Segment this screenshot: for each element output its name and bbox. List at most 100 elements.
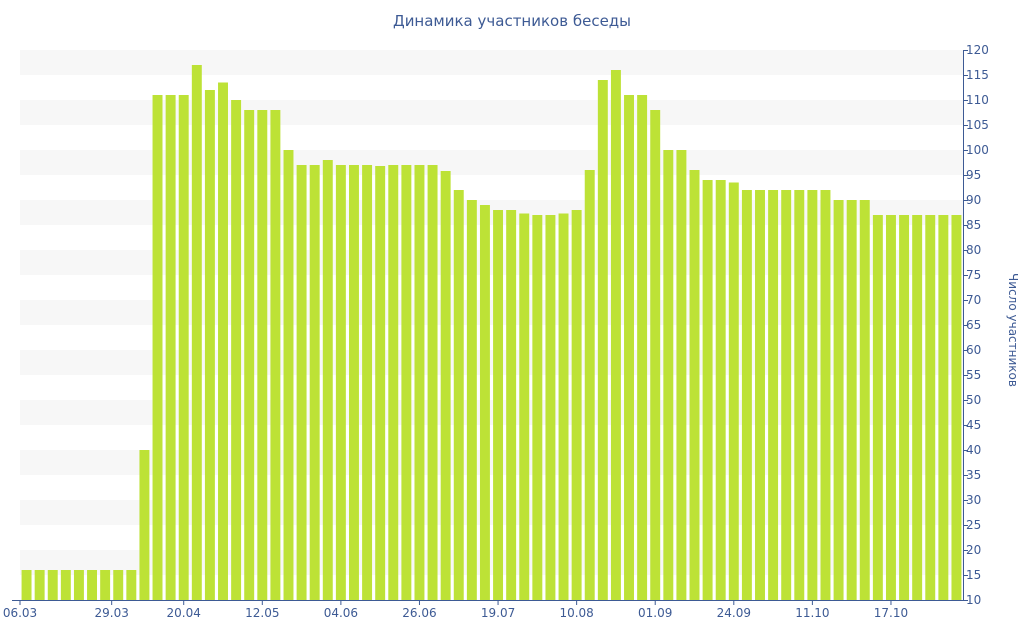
y-tick-label: 70	[966, 293, 981, 307]
bar	[938, 215, 949, 600]
bar	[951, 215, 962, 600]
bar	[728, 182, 739, 600]
bar	[912, 215, 923, 600]
grid-band	[20, 550, 963, 575]
bar	[100, 570, 111, 600]
bar	[755, 190, 765, 600]
bar	[113, 570, 124, 600]
grid-band	[20, 450, 963, 475]
y-tick-label: 10	[966, 593, 981, 607]
bar	[846, 200, 857, 600]
bar	[493, 210, 504, 600]
bar	[519, 213, 530, 600]
bar	[152, 95, 163, 600]
bar	[872, 215, 883, 600]
y-tick-label: 35	[966, 468, 981, 482]
bar	[414, 165, 425, 600]
bar	[506, 210, 517, 600]
bar	[689, 170, 700, 600]
grid-band	[20, 250, 963, 275]
y-tick-label: 55	[966, 368, 981, 382]
bar	[204, 90, 215, 600]
y-tick-label: 120	[966, 43, 989, 57]
y-axis-label: Число участников	[1006, 273, 1020, 387]
bar	[885, 215, 896, 600]
bar	[34, 570, 45, 600]
y-tick-label: 15	[966, 568, 981, 582]
bar	[899, 215, 910, 600]
bar	[218, 82, 228, 600]
y-tick-label: 25	[966, 518, 981, 532]
bar	[87, 570, 98, 600]
bar	[663, 150, 674, 600]
bar	[349, 165, 359, 600]
bar	[624, 95, 634, 600]
bar	[558, 213, 569, 600]
bar	[453, 190, 464, 600]
x-tick-label: 20.04	[167, 606, 201, 620]
bar	[335, 165, 346, 600]
y-tick-label: 65	[966, 318, 981, 332]
grid-band	[20, 200, 963, 225]
bar	[466, 200, 477, 600]
bar	[401, 165, 412, 600]
bar	[741, 190, 752, 600]
y-tick-label: 60	[966, 343, 981, 357]
x-tick-label: 11.10	[795, 606, 829, 620]
grid-band	[20, 350, 963, 375]
y-tick-label: 20	[966, 543, 981, 557]
bar	[257, 110, 268, 600]
x-tick-label: 01.09	[638, 606, 672, 620]
bar	[309, 165, 320, 600]
bar	[296, 165, 307, 600]
y-tick-label: 100	[966, 143, 989, 157]
x-tick-label: 17.10	[874, 606, 908, 620]
bar	[440, 171, 451, 600]
grid-band	[20, 50, 963, 75]
bar	[781, 190, 792, 600]
bar	[794, 190, 805, 600]
bar	[925, 215, 936, 600]
grid-band	[20, 300, 963, 325]
y-tick-label: 40	[966, 443, 981, 457]
bar	[650, 110, 661, 600]
bar	[73, 570, 84, 600]
x-tick-label: 29.03	[95, 606, 129, 620]
grid-band	[20, 150, 963, 175]
x-tick-label: 26.06	[402, 606, 436, 620]
bar	[820, 190, 831, 600]
bar	[178, 95, 189, 600]
y-tick-label: 110	[966, 93, 989, 107]
x-tick-label: 12.05	[245, 606, 279, 620]
bar	[479, 205, 490, 600]
bar	[597, 80, 608, 600]
bar	[610, 70, 621, 600]
y-tick-label: 105	[966, 118, 989, 132]
y-tick-label: 90	[966, 193, 981, 207]
bar	[637, 95, 648, 600]
bar	[165, 95, 176, 600]
y-tick-label: 50	[966, 393, 981, 407]
y-tick-label: 30	[966, 493, 981, 507]
y-tick-label: 75	[966, 268, 981, 282]
x-tick-label: 06.03	[3, 606, 37, 620]
grid-band	[20, 100, 963, 125]
x-tick-label: 19.07	[481, 606, 515, 620]
grid-band	[20, 400, 963, 425]
bar	[532, 215, 543, 600]
bar	[859, 200, 870, 600]
bar	[362, 165, 373, 600]
y-tick-label: 95	[966, 168, 981, 182]
bar	[21, 570, 32, 600]
bar	[47, 570, 58, 600]
bar	[807, 190, 818, 600]
x-tick-label: 04.06	[324, 606, 358, 620]
bar	[60, 570, 71, 600]
bar	[545, 215, 556, 600]
bar	[375, 166, 386, 600]
bar	[126, 570, 137, 600]
x-tick-label: 10.08	[559, 606, 593, 620]
y-tick-label: 80	[966, 243, 981, 257]
bar	[231, 100, 242, 600]
